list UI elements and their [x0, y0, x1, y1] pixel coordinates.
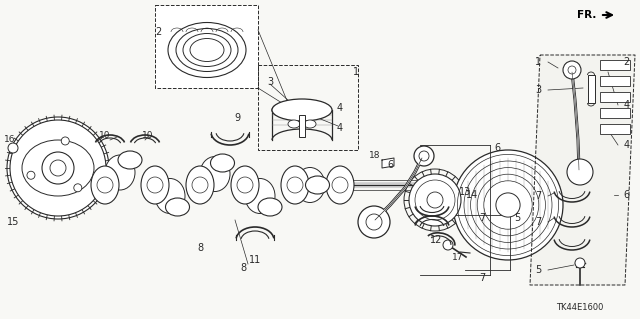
Text: 5: 5 [514, 213, 520, 223]
Bar [600, 124, 630, 134]
Text: 4: 4 [624, 100, 630, 110]
Ellipse shape [305, 176, 330, 194]
Ellipse shape [258, 198, 282, 216]
Circle shape [27, 171, 35, 179]
Circle shape [443, 240, 453, 250]
Text: 7: 7 [535, 217, 541, 227]
Ellipse shape [245, 179, 275, 213]
Bar [600, 108, 630, 118]
Bar [600, 92, 630, 102]
Ellipse shape [281, 166, 309, 204]
Text: 6: 6 [387, 160, 393, 170]
Text: 4: 4 [337, 123, 343, 133]
Circle shape [409, 174, 461, 226]
Bar [588, 75, 595, 103]
Ellipse shape [91, 166, 119, 204]
Circle shape [61, 137, 69, 145]
Circle shape [496, 193, 520, 217]
Ellipse shape [118, 151, 142, 169]
Ellipse shape [155, 179, 185, 213]
Text: 5: 5 [535, 265, 541, 275]
Ellipse shape [304, 120, 316, 128]
Text: 15: 15 [7, 217, 19, 227]
Text: 8: 8 [240, 263, 246, 273]
Circle shape [575, 258, 585, 268]
Text: 12: 12 [430, 235, 442, 245]
Text: 1: 1 [535, 57, 541, 67]
Ellipse shape [288, 120, 300, 128]
Text: 2: 2 [155, 27, 161, 37]
Circle shape [563, 61, 581, 79]
Text: 10: 10 [99, 130, 111, 139]
Text: 4: 4 [337, 103, 343, 113]
Bar [258, 65, 358, 150]
Ellipse shape [141, 166, 169, 204]
Text: 6: 6 [494, 143, 500, 153]
Text: 17: 17 [452, 254, 464, 263]
Ellipse shape [186, 166, 214, 204]
Ellipse shape [272, 99, 332, 121]
Text: 7: 7 [479, 273, 485, 283]
Text: 18: 18 [369, 151, 381, 160]
Ellipse shape [22, 140, 94, 196]
Ellipse shape [200, 157, 230, 191]
Circle shape [8, 143, 18, 153]
Text: 3: 3 [535, 85, 541, 95]
Bar [600, 60, 630, 70]
Ellipse shape [231, 166, 259, 204]
Ellipse shape [166, 198, 189, 216]
Polygon shape [382, 158, 394, 168]
Text: 13: 13 [459, 187, 471, 197]
Ellipse shape [105, 155, 135, 190]
Circle shape [74, 184, 82, 192]
Text: 16: 16 [4, 136, 16, 145]
Polygon shape [530, 55, 635, 285]
Text: 9: 9 [234, 113, 240, 123]
Text: 4: 4 [624, 140, 630, 150]
Bar [299, 115, 305, 137]
Text: 6: 6 [624, 190, 630, 200]
Text: 7: 7 [535, 191, 541, 201]
Circle shape [10, 120, 106, 216]
Circle shape [567, 159, 593, 185]
Text: 2: 2 [624, 57, 630, 67]
Text: 14: 14 [466, 190, 478, 200]
Text: TK44E1600: TK44E1600 [556, 303, 604, 313]
Text: 11: 11 [249, 255, 261, 265]
Text: 7: 7 [479, 213, 485, 223]
Circle shape [7, 117, 109, 219]
Ellipse shape [326, 166, 354, 204]
Text: 3: 3 [267, 77, 273, 87]
Text: 8: 8 [197, 243, 203, 253]
Ellipse shape [211, 154, 234, 172]
Bar [155, 5, 258, 88]
Bar [600, 76, 630, 86]
Circle shape [453, 150, 563, 260]
Circle shape [414, 146, 434, 166]
Ellipse shape [295, 167, 325, 203]
Text: FR.: FR. [577, 10, 596, 20]
Circle shape [42, 152, 74, 184]
Circle shape [358, 206, 390, 238]
Text: 10: 10 [142, 130, 154, 139]
Text: 1: 1 [353, 67, 359, 77]
